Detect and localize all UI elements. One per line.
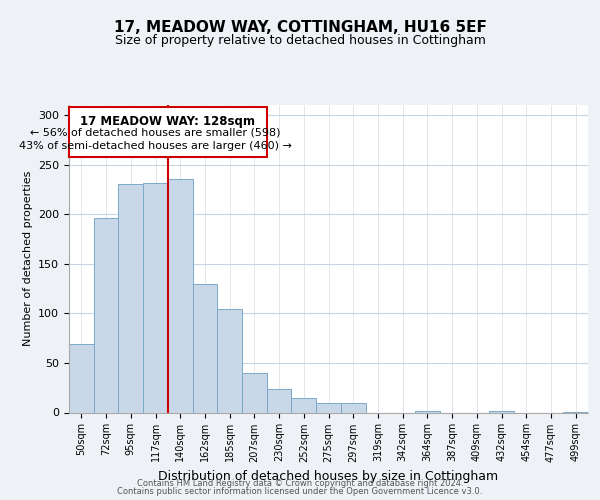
- Bar: [415, 410, 440, 412]
- Bar: [267, 388, 292, 412]
- Bar: [341, 402, 365, 412]
- Bar: [94, 218, 118, 412]
- Y-axis label: Number of detached properties: Number of detached properties: [23, 171, 32, 346]
- Text: 17 MEADOW WAY: 128sqm: 17 MEADOW WAY: 128sqm: [80, 115, 256, 128]
- Bar: [292, 398, 316, 412]
- Text: Size of property relative to detached houses in Cottingham: Size of property relative to detached ho…: [115, 34, 485, 47]
- Text: Contains HM Land Registry data © Crown copyright and database right 2024.: Contains HM Land Registry data © Crown c…: [137, 478, 463, 488]
- Text: 43% of semi-detached houses are larger (460) →: 43% of semi-detached houses are larger (…: [19, 140, 292, 150]
- Bar: [316, 402, 341, 412]
- Bar: [69, 344, 94, 412]
- X-axis label: Distribution of detached houses by size in Cottingham: Distribution of detached houses by size …: [158, 470, 499, 483]
- Bar: [217, 310, 242, 412]
- Bar: [242, 373, 267, 412]
- Bar: [168, 180, 193, 412]
- Text: Contains public sector information licensed under the Open Government Licence v3: Contains public sector information licen…: [118, 487, 482, 496]
- Bar: [143, 184, 168, 412]
- Bar: [118, 184, 143, 412]
- Text: 17, MEADOW WAY, COTTINGHAM, HU16 5EF: 17, MEADOW WAY, COTTINGHAM, HU16 5EF: [113, 20, 487, 35]
- Bar: [193, 284, 217, 412]
- Bar: [489, 410, 514, 412]
- FancyBboxPatch shape: [69, 107, 267, 156]
- Text: ← 56% of detached houses are smaller (598): ← 56% of detached houses are smaller (59…: [30, 128, 281, 138]
